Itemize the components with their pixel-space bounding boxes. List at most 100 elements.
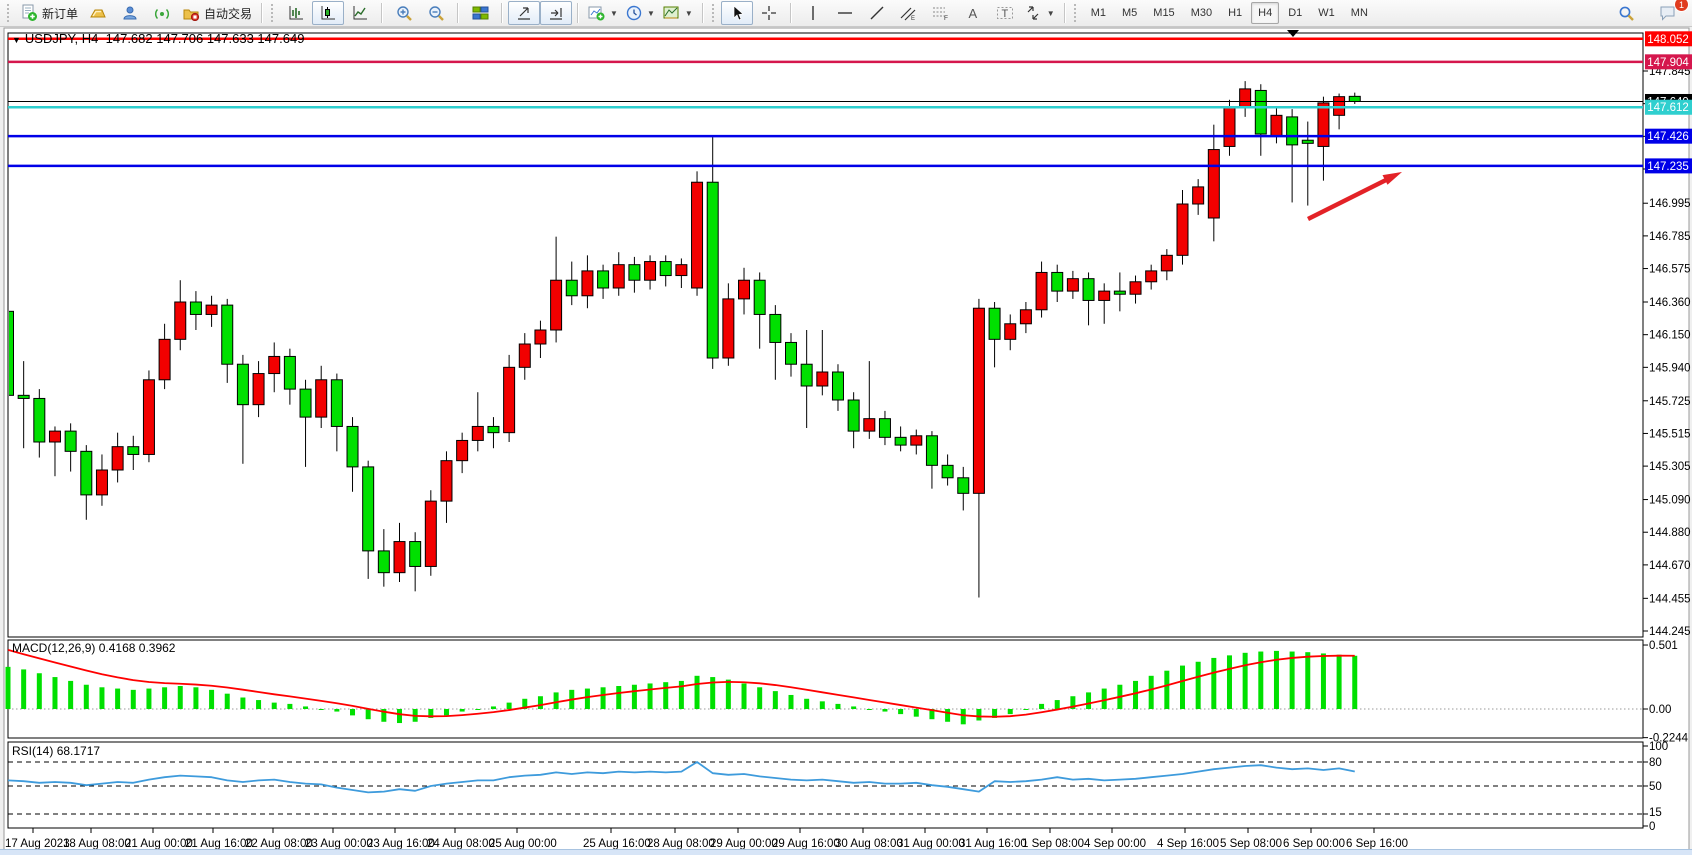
search-icon [1619,6,1634,21]
bar-chart-button[interactable] [280,1,312,25]
candle-body [456,439,469,462]
time-axis-label: 28 Aug 08:00 [647,838,715,850]
timeframe-mn-button[interactable]: MN [1350,7,1368,19]
zoom-in-button[interactable] [388,1,420,25]
macd-histogram-bar [1039,703,1045,709]
gold-button[interactable] [82,1,114,25]
macd-histogram-bar [522,698,528,709]
macd-indicator-label: MACD(12,26,9) 0.4168 0.3962 [12,641,175,655]
time-axis-label: 6 Sep 16:00 [1346,838,1408,850]
candle-body [1254,89,1267,135]
cursor-icon [733,5,744,21]
timeframe-d1-button[interactable]: D1 [1288,7,1303,19]
time-axis-label: 5 Sep 08:00 [1220,838,1282,850]
macd-histogram-bar [804,698,810,709]
fibonacci-button[interactable]: F [925,1,957,25]
signal-button[interactable] [146,1,178,25]
time-axis-label: 17 Aug 2023 [5,838,70,850]
toolbar-separator [381,3,384,23]
timeframe-w1-button[interactable]: W1 [1318,7,1335,19]
notifications-button[interactable]: 1 [1652,0,1689,25]
text-button[interactable]: A [957,1,989,25]
macd-histogram-bar [882,709,888,712]
timeframe-m1-button[interactable]: M1 [1090,7,1106,19]
macd-histogram-bar [945,709,951,722]
candle-body [189,301,202,315]
candle-body [142,379,155,455]
macd-histogram-bar [678,680,684,709]
candle-body [205,304,218,315]
macd-histogram-bar [209,689,215,709]
arrows-button[interactable]: ▼ [1021,1,1059,25]
price-badge-label: 147.904 [1647,57,1689,69]
macd-histogram-bar [741,683,747,709]
cursor-button[interactable] [720,1,753,25]
candle-body [236,363,249,406]
chart-menu-arrow-icon[interactable]: ▼ [12,35,21,45]
macd-histogram-bar [506,702,512,709]
candle-body [1270,114,1283,137]
community-button[interactable] [114,1,146,25]
crosshair-button[interactable] [753,1,785,25]
macd-histogram-bar [490,706,496,709]
channel-button[interactable]: E [893,1,925,25]
time-axis-label: 25 Aug 00:00 [489,838,557,850]
horizontal-line-button[interactable] [829,1,861,25]
price-badge: 148.052 [1645,31,1692,47]
macd-histogram-bar [318,709,324,710]
text-label-button[interactable]: T [989,1,1021,25]
template-icon [663,6,679,19]
tile-windows-icon [472,6,489,20]
line-chart-button[interactable] [344,1,376,25]
candle-body [503,366,516,434]
rsi-value: 68.1717 [56,744,101,758]
candle-body [1051,271,1064,292]
macd-histogram-bar [1070,696,1076,709]
candlestick-chart-button[interactable] [312,1,345,25]
time-axis-label: 23 Aug 16:00 [367,838,435,850]
zoom-out-button[interactable] [420,1,452,25]
chart-title-ohlc: 147.682 147.706 147.633 147.649 [105,31,305,46]
timeframe-m30-button[interactable]: M30 [1190,7,1213,19]
price-tick-label: 145.725 [1649,396,1691,408]
macd-histogram-bar [99,687,105,709]
new-order-label: 新订单 [42,6,79,21]
macd-signal-line [7,649,1355,718]
tile-windows-button[interactable] [464,1,496,25]
candle-body [1160,254,1173,272]
macd-histogram-bar [631,684,637,709]
timeframe-h4-button[interactable]: H4 [1251,2,1280,24]
candle-body [9,310,14,396]
indicators-button[interactable]: ▼ [584,1,622,25]
time-axis-label: 30 Aug 08:00 [835,838,903,850]
timeframe-h1-button[interactable]: H1 [1228,7,1243,19]
autotrade-button[interactable]: 自动交易 [178,1,256,25]
candle-body [628,264,641,281]
line-chart-icon [353,6,368,20]
candle-body [597,270,610,289]
candle-body [17,394,30,399]
candle-body [64,430,77,452]
search-button[interactable] [1610,1,1642,25]
macd-histogram-bar [616,686,622,709]
auto-scroll-button[interactable] [508,1,541,25]
time-axis-label: 4 Sep 16:00 [1157,838,1219,850]
candle-body [1286,116,1299,146]
macd-axis-label: 0.501 [1649,640,1678,652]
candle-body [910,435,923,446]
timeframe-m15-button[interactable]: M15 [1153,7,1175,19]
templates-button[interactable]: ▼ [659,1,697,25]
trendline-button[interactable] [861,1,893,25]
macd-histogram-bar [866,709,872,710]
macd-histogram-bar [52,677,58,709]
vertical-line-button[interactable] [797,1,829,25]
main-price-panel: 147.845147.635147.425147.215146.995146.7… [7,30,1692,638]
toolbar: 新订单 自动交易 [0,0,1692,27]
periods-button[interactable]: ▼ [622,1,659,25]
macd-histogram-bar [1101,688,1107,709]
timeframe-m5-button[interactable]: M5 [1122,7,1138,19]
new-order-button[interactable]: 新订单 [16,1,82,25]
chart-shift-button[interactable] [540,1,573,25]
